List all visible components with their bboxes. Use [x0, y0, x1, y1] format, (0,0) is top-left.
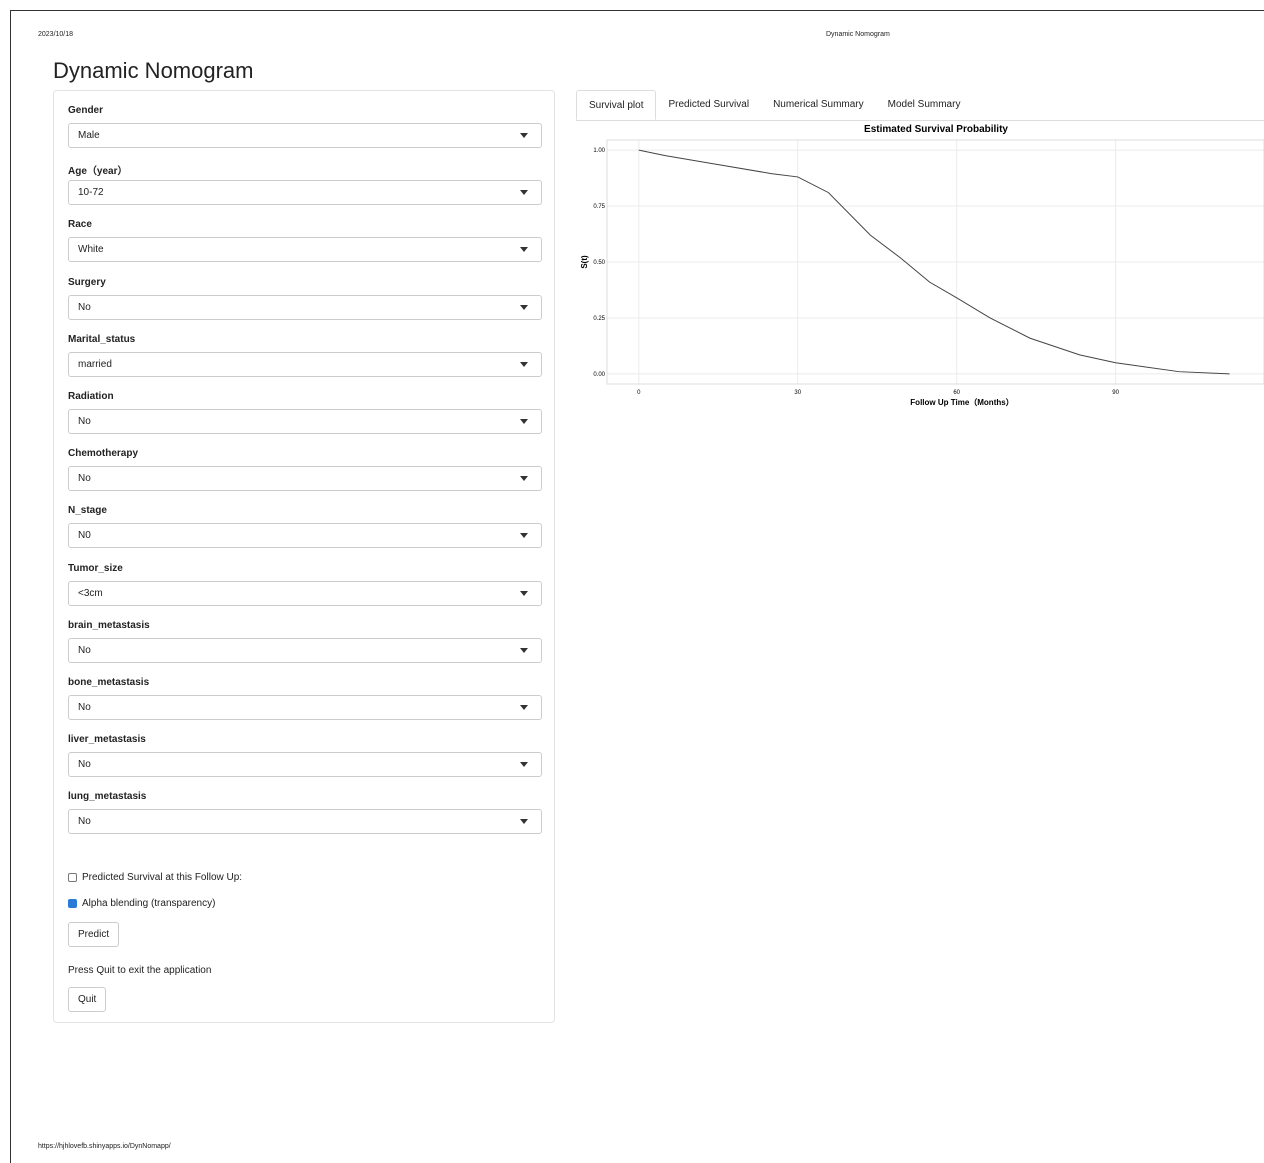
input-field: Gender Male	[68, 105, 542, 148]
input-label: Marital_status	[68, 333, 136, 345]
y-axis-label: S(t)	[580, 255, 589, 269]
predict-button[interactable]: Predict	[68, 922, 120, 947]
input-field: Tumor_size <3cm	[68, 563, 542, 606]
input-field: Race White	[68, 219, 542, 263]
input-field: brain_metastasis No	[68, 620, 542, 663]
tab[interactable]: Numerical Summary	[773, 99, 864, 110]
input-label: Age（year）	[68, 166, 128, 178]
checkbox-row: Predicted Survival at this Follow Up:	[68, 872, 242, 883]
input-label: lung_metastasis	[68, 791, 147, 803]
input-label: Surgery	[68, 276, 106, 288]
survival-curve	[638, 149, 1230, 375]
input-label: bone_metastasis	[68, 677, 150, 688]
select[interactable]: married	[68, 351, 542, 377]
select[interactable]: 10-72	[68, 180, 542, 206]
select[interactable]: <3cm	[68, 580, 542, 606]
input-field: Radiation No	[68, 391, 542, 434]
print-date: 2023/10/18	[38, 31, 74, 38]
tab[interactable]: Predicted Survival	[668, 99, 750, 110]
select[interactable]: No	[68, 466, 542, 492]
quit-button[interactable]: Quit	[68, 987, 107, 1012]
select[interactable]: White	[68, 237, 542, 263]
y-tick-label: 0.75	[593, 204, 605, 210]
survival-chart: Estimated Survival Probability 0.00 0.25 0.…	[580, 124, 1264, 407]
input-field: Chemotherapy No	[68, 448, 542, 492]
input-field: liver_metastasis No	[68, 734, 542, 778]
select[interactable]: No	[68, 294, 542, 320]
app-title: Dynamic Nomogram	[53, 58, 254, 83]
y-tick-label: 1.00	[593, 148, 605, 154]
checkbox-label: Predicted Survival at this Follow Up:	[82, 872, 243, 883]
input-field: N_stage N0	[68, 505, 542, 549]
checkbox[interactable]	[68, 873, 77, 882]
select[interactable]: No	[68, 637, 542, 663]
x-tick-label: 0	[637, 390, 641, 396]
y-tick-label: 0.50	[593, 260, 605, 266]
x-axis-label: Follow Up Time（Months）	[910, 397, 1013, 407]
select[interactable]: No	[68, 409, 542, 434]
frame	[10, 10, 1264, 1163]
checkbox-row: Alpha blending (transparency)	[68, 898, 215, 909]
input-label: Gender	[68, 105, 104, 116]
print-url: https://hjhlovefb.shinyapps.io/DynNomapp…	[38, 1143, 171, 1150]
input-label: brain_metastasis	[68, 619, 150, 631]
checkbox-label: Alpha blending (transparency)	[82, 898, 216, 909]
input-field: Surgery No	[68, 277, 542, 320]
select[interactable]: No	[68, 752, 542, 778]
x-tick-label: 60	[953, 390, 960, 396]
chart-title: Estimated Survival Probability	[864, 124, 1008, 135]
y-tick-label: 0.00	[593, 372, 605, 378]
input-label: liver_metastasis	[68, 734, 146, 746]
input-field: bone_metastasis No	[68, 677, 542, 720]
quit-text: Press Quit to exit the application	[68, 965, 212, 976]
checkbox[interactable]	[68, 899, 77, 908]
x-tick-label: 30	[794, 390, 801, 396]
plot-border	[606, 139, 1264, 385]
input-field: lung_metastasis No	[68, 791, 542, 835]
input-label: Tumor_size	[68, 562, 123, 574]
tab[interactable]: Model Summary	[887, 99, 961, 110]
select[interactable]: No	[68, 695, 542, 720]
select[interactable]: No	[68, 809, 542, 835]
input-label: Chemotherapy	[68, 448, 139, 460]
tabs: Survival plot Predicted Survival Numerical…	[576, 90, 1264, 121]
x-tick-label: 90	[1112, 390, 1119, 396]
tab[interactable]: Survival plot	[576, 90, 657, 120]
input-field: Age（year） 10-72	[68, 162, 542, 206]
select[interactable]: Male	[68, 123, 542, 148]
print-title: Dynamic Nomogram	[826, 31, 890, 38]
sidebar: Gender Male Age（year） 10-72 Race White Surgery…	[53, 90, 555, 1023]
input-label: Race	[68, 219, 92, 231]
input-label: N_stage	[68, 505, 107, 517]
y-tick-label: 0.25	[593, 316, 605, 322]
input-label: Radiation	[68, 391, 114, 402]
select[interactable]: N0	[68, 523, 542, 549]
